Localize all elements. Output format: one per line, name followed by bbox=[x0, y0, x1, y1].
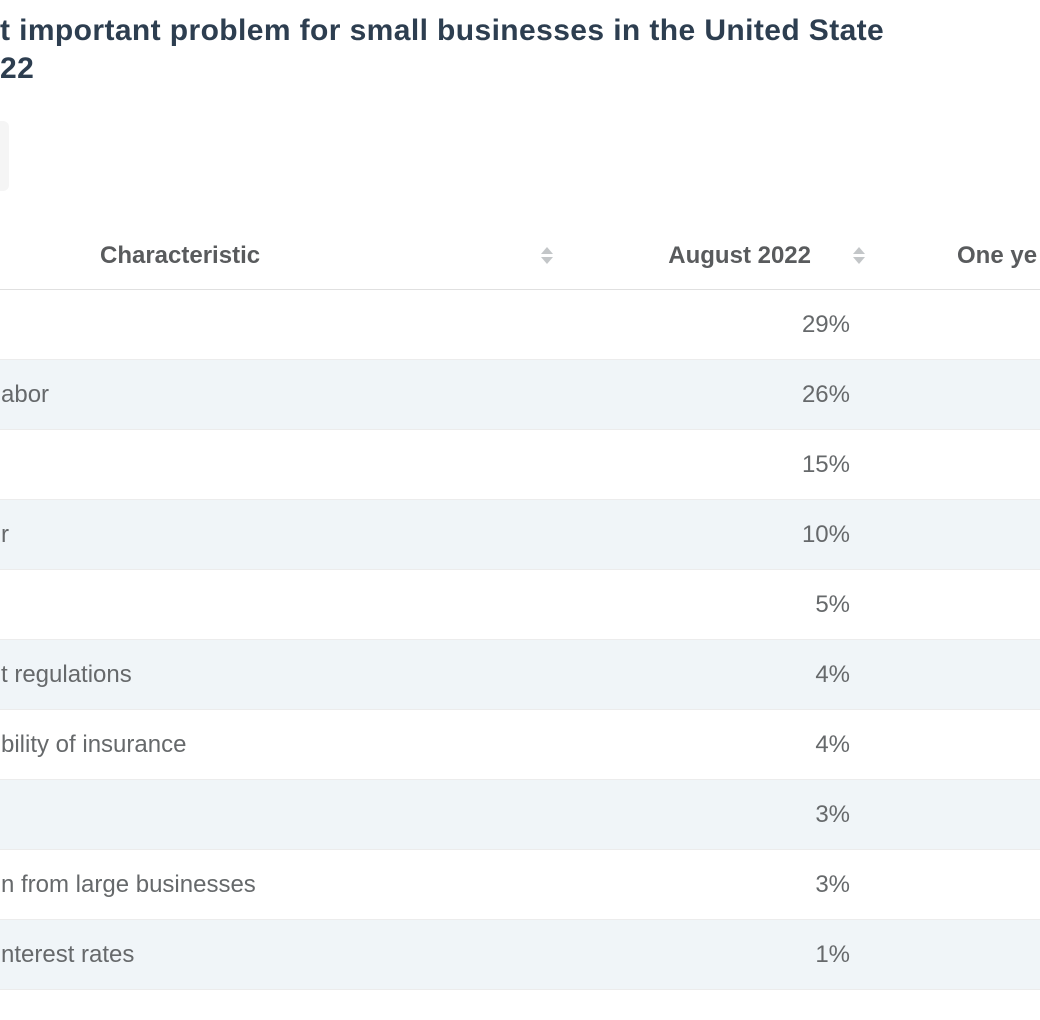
characteristic-cell bbox=[0, 290, 565, 359]
value-cell: 10% bbox=[801, 520, 850, 548]
table-row: 29% bbox=[0, 290, 1040, 360]
column-header-label: One ye bbox=[957, 241, 1038, 269]
value-cell: 5% bbox=[815, 590, 850, 618]
table-row: 15% bbox=[0, 430, 1040, 500]
value-cell: 29% bbox=[801, 310, 850, 338]
characteristic-cell: nterest rates bbox=[1, 940, 135, 968]
table-row: 3% bbox=[0, 780, 1040, 850]
value-cell: 1% bbox=[815, 940, 850, 968]
table-row: nterest rates 1% bbox=[0, 920, 1040, 990]
table-row: abor 26% bbox=[0, 360, 1040, 430]
one-year-cell bbox=[875, 570, 1040, 639]
table-row: 5% bbox=[0, 570, 1040, 640]
value-cell: 4% bbox=[815, 660, 850, 688]
characteristic-cell: bility of insurance bbox=[1, 730, 187, 758]
one-year-cell bbox=[875, 920, 1040, 989]
value-cell: 15% bbox=[801, 450, 850, 478]
characteristic-cell: n from large businesses bbox=[1, 870, 256, 898]
sort-down-arrow-icon bbox=[853, 257, 865, 264]
page-title: t important problem for small businesses… bbox=[0, 12, 884, 88]
table-row: n from large businesses 3% bbox=[0, 850, 1040, 920]
one-year-cell bbox=[875, 710, 1040, 779]
sort-icon[interactable] bbox=[853, 247, 865, 264]
column-header-august-2022[interactable]: August 2022 bbox=[565, 222, 875, 289]
one-year-cell bbox=[875, 430, 1040, 499]
page-title-line1: t important problem for small businesses… bbox=[0, 14, 885, 47]
table-row: t regulations 4% bbox=[0, 640, 1040, 710]
one-year-cell bbox=[875, 780, 1040, 849]
one-year-cell bbox=[875, 500, 1040, 569]
characteristic-cell bbox=[0, 570, 565, 639]
column-header-label: August 2022 bbox=[668, 241, 811, 269]
page-title-line2: 22 bbox=[0, 52, 35, 85]
value-cell: 26% bbox=[801, 380, 850, 408]
sort-down-arrow-icon bbox=[541, 257, 553, 264]
characteristic-cell bbox=[0, 780, 565, 849]
value-cell: 4% bbox=[815, 730, 850, 758]
characteristic-cell bbox=[0, 430, 565, 499]
column-header-label: Characteristic bbox=[100, 241, 261, 269]
one-year-cell bbox=[875, 640, 1040, 709]
statistics-table: Characteristic August 2022 One ye 29% ab… bbox=[0, 222, 1040, 990]
characteristic-cell: t regulations bbox=[1, 660, 132, 688]
sort-up-arrow-icon bbox=[541, 247, 553, 254]
sort-up-arrow-icon bbox=[853, 247, 865, 254]
table-row: r 10% bbox=[0, 500, 1040, 570]
table-row: bility of insurance 4% bbox=[0, 710, 1040, 780]
characteristic-cell: abor bbox=[1, 380, 50, 408]
sort-icon[interactable] bbox=[541, 247, 553, 264]
table-header-row: Characteristic August 2022 One ye bbox=[0, 222, 1040, 290]
one-year-cell bbox=[875, 850, 1040, 919]
one-year-cell bbox=[875, 290, 1040, 359]
value-cell: 3% bbox=[815, 800, 850, 828]
cropped-icon-fragment bbox=[0, 121, 9, 191]
column-header-one-year[interactable]: One ye bbox=[875, 222, 1040, 289]
one-year-cell bbox=[875, 360, 1040, 429]
characteristic-cell: r bbox=[1, 520, 9, 548]
column-header-characteristic[interactable]: Characteristic bbox=[0, 222, 565, 289]
value-cell: 3% bbox=[815, 870, 850, 898]
